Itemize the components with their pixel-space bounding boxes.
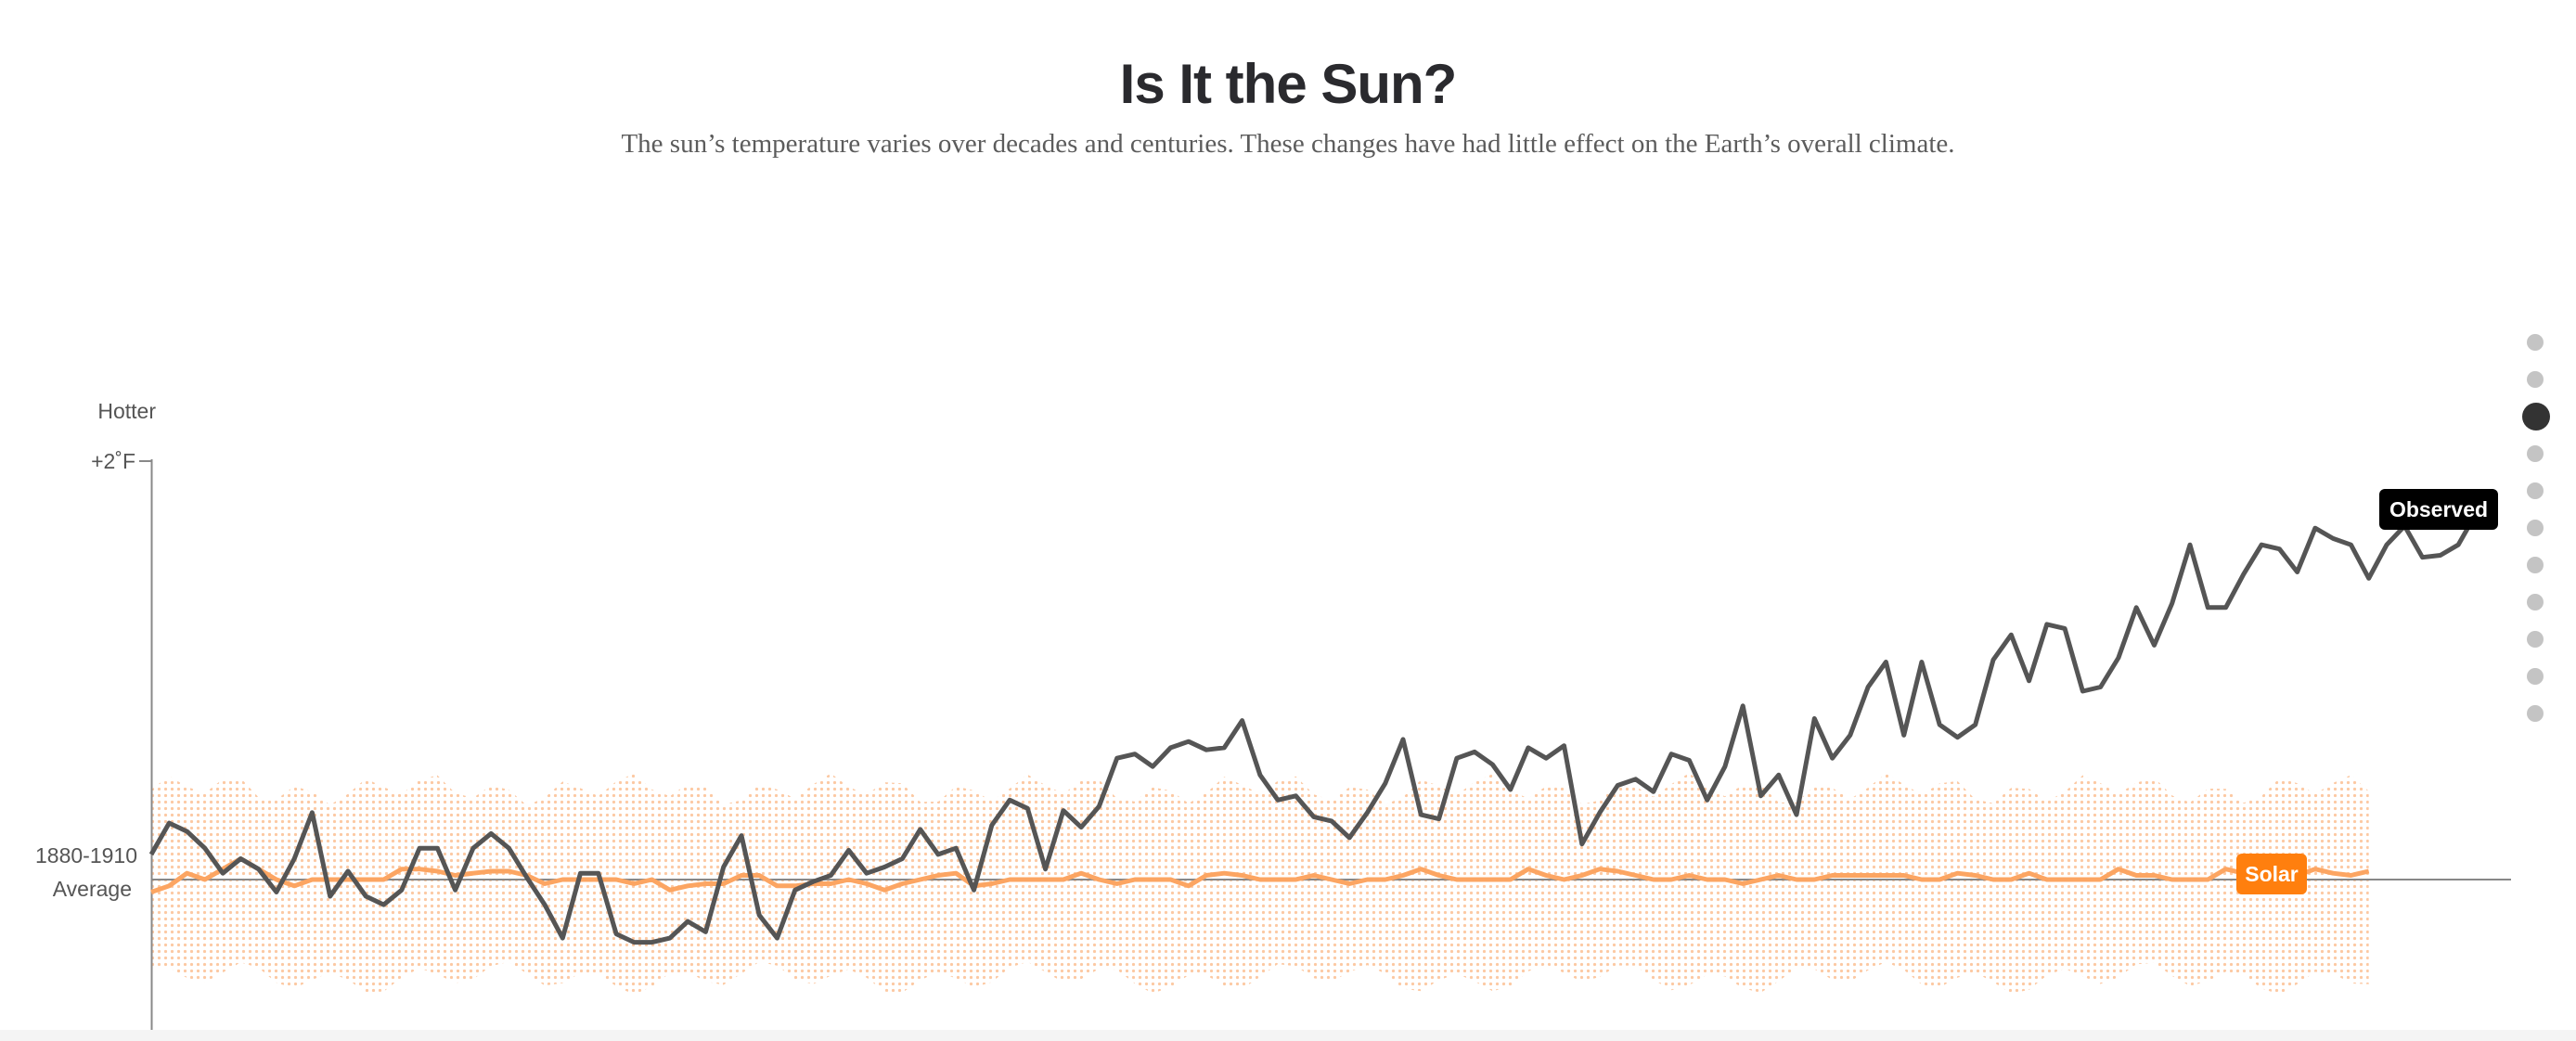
series-label-observed: Observed <box>2379 489 2498 530</box>
solar-label-text: Solar <box>2245 862 2299 886</box>
chart-subtitle: The sun’s temperature varies over decade… <box>621 129 1955 159</box>
y-tick-label: +2˚F <box>91 449 135 473</box>
series-line-observed <box>148 512 2479 945</box>
baseline-label-period: 1880-1910 <box>35 843 137 868</box>
pager-dot-7[interactable] <box>2527 557 2544 573</box>
pager-dot-6[interactable] <box>2527 520 2544 536</box>
pager-dot-4[interactable] <box>2527 445 2544 462</box>
baseline-label-average: Average <box>53 877 132 901</box>
series-line-solar <box>150 856 2370 894</box>
observed-label-text: Observed <box>2389 497 2488 521</box>
pager-dot-3[interactable] <box>2522 403 2550 431</box>
bottom-strip <box>0 1030 2576 1041</box>
solar-uncertainty-band <box>151 773 2369 995</box>
pager-dot-9[interactable] <box>2527 631 2544 648</box>
pager-dot-10[interactable] <box>2527 668 2544 685</box>
pager-dot-1[interactable] <box>2527 334 2544 351</box>
observed-label-box <box>2379 489 2498 530</box>
chart-title: Is It the Sun? <box>1119 53 1458 115</box>
pager-dot-11[interactable] <box>2527 705 2544 722</box>
solar-label-box <box>2236 854 2307 894</box>
pager-dot-8[interactable] <box>2527 594 2544 610</box>
pager-dot-2[interactable] <box>2527 371 2544 388</box>
direction-label-hotter: Hotter <box>97 399 156 423</box>
pager-dot-5[interactable] <box>2527 482 2544 499</box>
series-label-solar: Solar <box>2236 854 2307 894</box>
